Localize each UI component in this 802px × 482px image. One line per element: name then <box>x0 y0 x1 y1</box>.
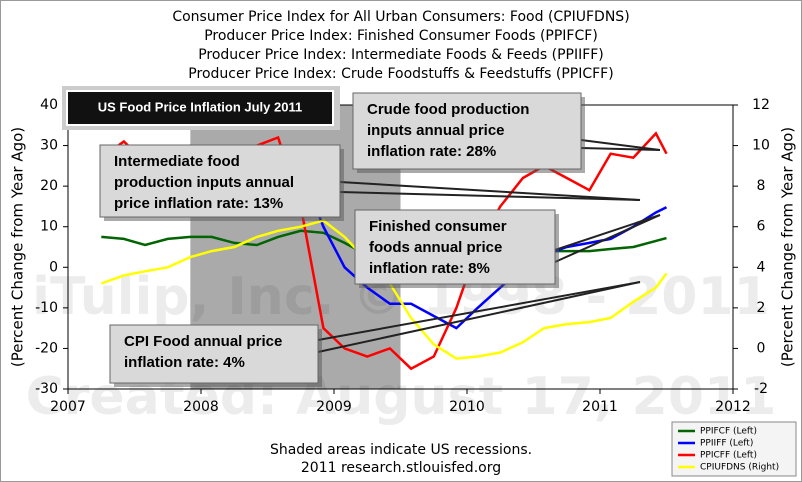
callout-text: Intermediate food <box>114 153 240 170</box>
callout-box <box>354 209 556 285</box>
x-tick-label: 2011 <box>582 399 618 415</box>
y-tick-label: -20 <box>35 340 58 356</box>
callout-text: Finished consumer <box>369 218 507 235</box>
callout-text: CPI Food annual price <box>124 333 282 350</box>
callout-arrow <box>554 214 661 263</box>
callout-arrow <box>580 139 661 151</box>
callout-arrow <box>339 181 641 201</box>
y-tick-label: 0 <box>49 259 58 275</box>
callout-text: inflation rate: 8% <box>369 260 490 277</box>
callout-text: inputs annual price <box>367 122 505 139</box>
chart-title: Producer Price Index: Crude Foodstuffs &… <box>188 66 613 82</box>
legend-label: PPIFCF (Left) <box>700 427 757 437</box>
label-box-text: US Food Price Inflation July 2011 <box>98 99 302 114</box>
callout-text: price inflation rate: 13% <box>114 195 283 212</box>
callout-box <box>352 92 582 170</box>
y-tick-label: -30 <box>35 381 58 397</box>
legend-label: PPICFF (Left) <box>700 451 757 461</box>
callout-box <box>109 324 319 384</box>
callout-arrow <box>317 281 641 341</box>
x-tick-label: 2009 <box>316 399 352 415</box>
chart-title: Producer Price Index: Finished Consumer … <box>204 28 598 44</box>
footnote: 2011 research.stlouisfed.org <box>301 460 501 476</box>
callout-text: inflation rate: 4% <box>124 354 245 371</box>
y2-tick-label: 4 <box>757 259 766 275</box>
legend-label: PPIIFF (Left) <box>700 439 753 449</box>
callout-text: inflation rate: 28% <box>367 143 496 160</box>
y-tick-label: 30 <box>40 138 58 154</box>
y-tick-label: 20 <box>40 178 58 194</box>
x-tick-label: 2007 <box>50 399 86 415</box>
callout-text: Crude food production <box>367 101 529 118</box>
chart-title: Producer Price Index: Intermediate Foods… <box>198 47 604 63</box>
y-tick-label: 10 <box>40 219 58 235</box>
y2-tick-label: 10 <box>752 138 770 154</box>
y2-tick-label: 0 <box>757 340 766 356</box>
chart-title: Consumer Price Index for All Urban Consu… <box>172 9 629 25</box>
y2-tick-label: 6 <box>757 219 766 235</box>
y-axis-label: (Percent Change from Year Ago) <box>9 127 27 367</box>
x-tick-label: 2012 <box>715 399 751 415</box>
y-tick-label: 40 <box>40 97 58 113</box>
y2-tick-label: 12 <box>752 97 770 113</box>
callout-box <box>99 144 341 218</box>
callout-arrow <box>317 281 641 353</box>
callout-arrow <box>339 191 641 201</box>
label-box <box>66 90 334 126</box>
x-tick-label: 2010 <box>449 399 485 415</box>
callout-text: foods annual price <box>369 239 502 256</box>
callout-arrow <box>554 214 661 251</box>
callout-arrow <box>580 147 661 151</box>
x-tick-label: 2008 <box>183 399 219 415</box>
y2-axis-label: (Percent Change from Year Ago) <box>779 127 797 367</box>
callout-text: production inputs annual <box>114 174 294 191</box>
y2-tick-label: -2 <box>754 381 768 397</box>
legend-label: CPIUFDNS (Right) <box>700 463 779 473</box>
y2-tick-label: 2 <box>757 300 766 316</box>
footnote: Shaded areas indicate US recessions. <box>270 442 532 458</box>
y2-tick-label: 8 <box>757 178 766 194</box>
y-tick-label: -10 <box>35 300 58 316</box>
